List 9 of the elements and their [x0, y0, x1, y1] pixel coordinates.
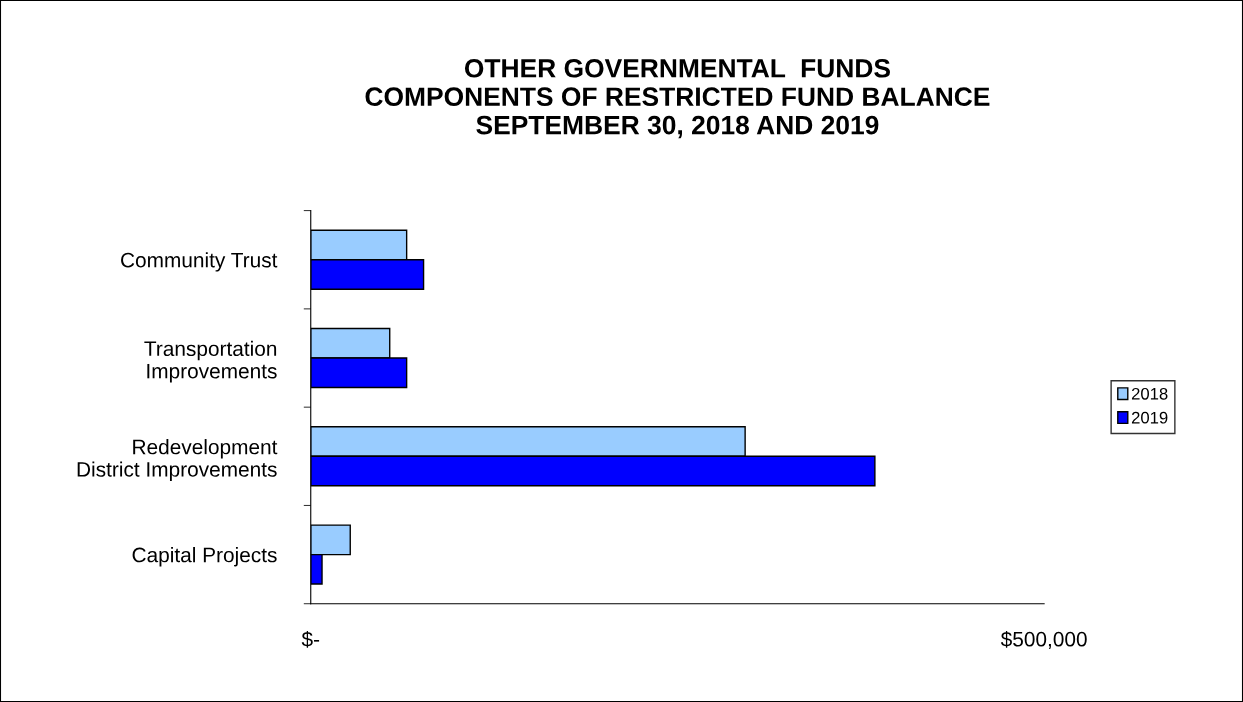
text: $-	[301, 630, 320, 648]
legend-label: 2019	[1131, 411, 1168, 424]
text: $500,000	[1000, 630, 1087, 649]
y-tick-label: Community Trust	[121, 252, 278, 272]
y-tick-label: Capital Projects	[132, 547, 277, 567]
legend-label: 2018	[1131, 387, 1168, 400]
chart-title: OTHER GOVERNMENTAL FUNDS COMPONENTS OF RESTRICTED FUND BALANCE SEPTEMBER 30, 2018 AND 2019	[365, 58, 990, 139]
y-tick-label: Redevelopment District Improvements	[77, 439, 278, 481]
y-tick-label: Transportation Improvements	[144, 340, 277, 383]
